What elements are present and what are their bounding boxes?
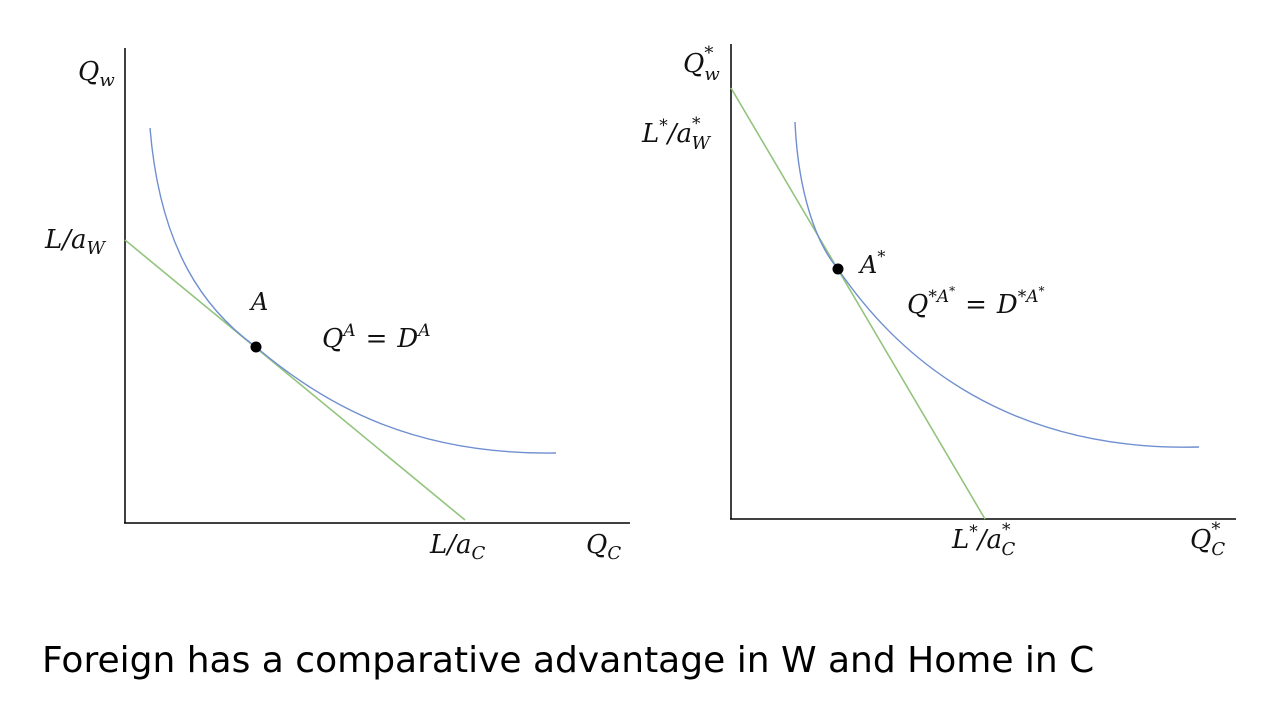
home-panel: Qw L/aW A QA = DA L/aC QC [44,48,630,564]
foreign-indifference-curve [794,121,1200,448]
home-y-intercept-label: L/aW [44,225,107,259]
home-budget-line [124,239,466,521]
home-point-label: A [249,288,268,316]
foreign-x-axis-label: Q* C [1190,519,1225,560]
foreign-y-axis-label: Q* w [683,43,720,85]
foreign-x-intercept-label: L*/a* C [951,520,1016,560]
home-indifference-curve [149,127,557,454]
home-y-axis-label: Qw [78,57,115,91]
home-equilibrium-equation: QA = DA [322,321,431,354]
slide-caption: Foreign has a comparative advantage in W… [42,640,1095,681]
foreign-autarky-point [832,263,844,275]
foreign-point-label: A* [858,247,885,279]
foreign-budget-line [730,87,986,520]
home-x-axis-label: QC [586,530,621,564]
foreign-equilibrium-equation: Q*A* = D*A* [907,284,1045,320]
foreign-panel: Q* w L*/a* W A* Q*A* = D*A* L*/a* C Q* C [641,43,1236,560]
foreign-y-intercept-label: L*/a* W [641,114,712,154]
home-autarky-point [250,341,262,353]
home-x-intercept-label: L/aC [429,530,486,564]
